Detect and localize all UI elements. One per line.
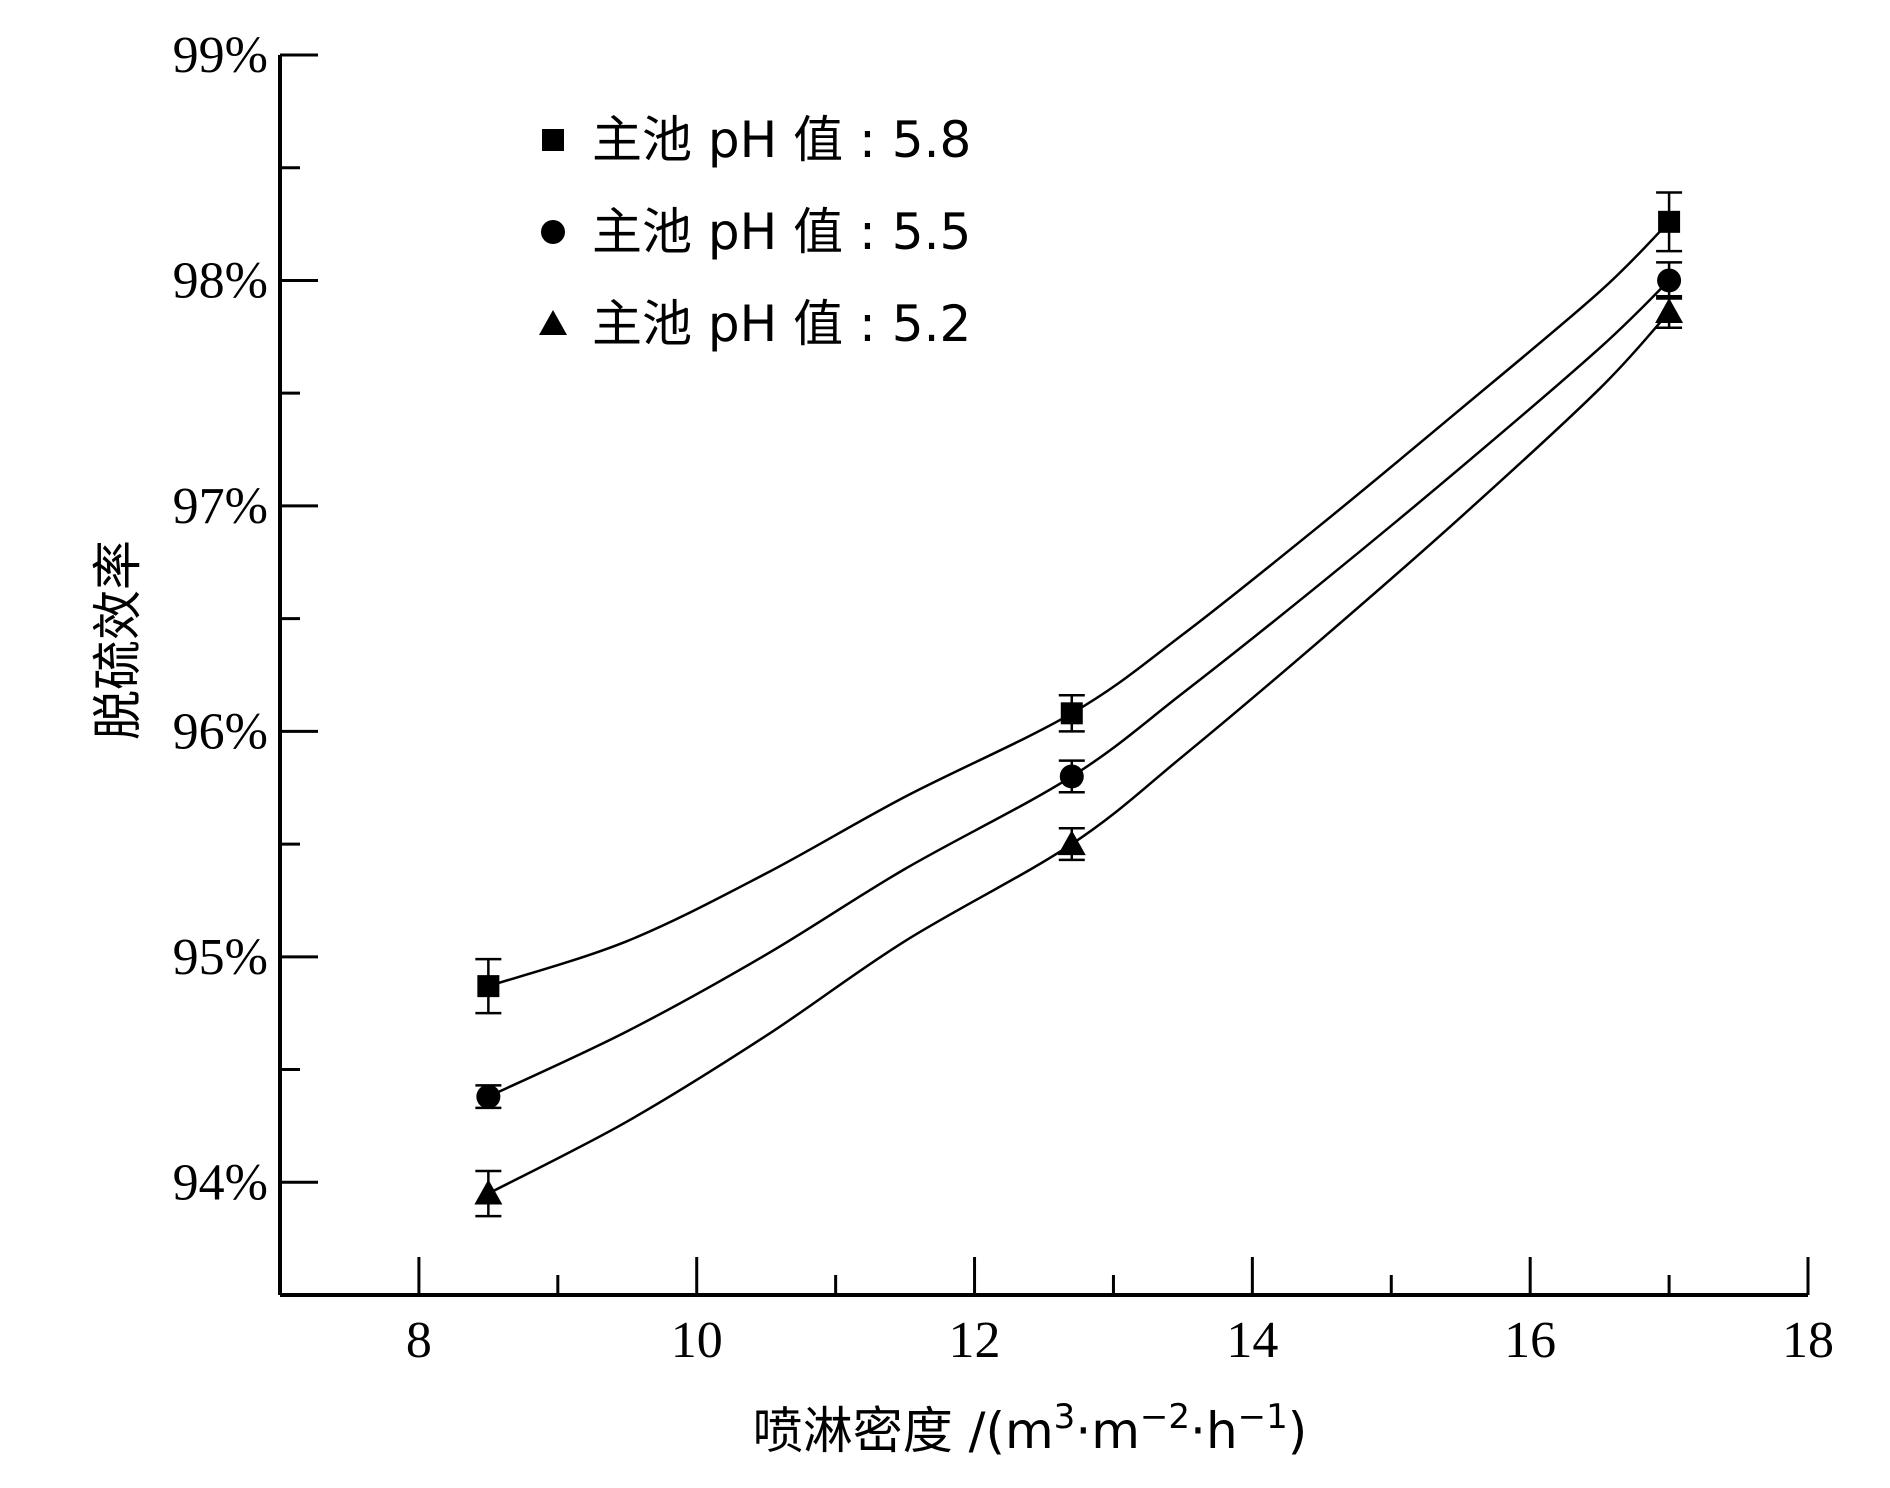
legend-label: 主池 pH 值 : 5.2 [592,295,971,353]
y-tick-label: 97% [173,478,268,535]
data-point-triangle [1655,298,1684,324]
y-tick-label: 96% [173,703,268,760]
x-axis-title-sup1: 3 [1054,1397,1076,1437]
x-tick-label: 16 [1504,1312,1556,1369]
y-tick-label: 99% [173,27,268,84]
y-tick-label: 95% [173,929,268,986]
x-axis-title-main: 喷淋密度 /(m [753,1402,1054,1460]
legend-marker-circle [541,220,565,244]
y-tick-label: 94% [173,1154,268,1211]
data-points [474,191,1684,1218]
x-axis-title: 喷淋密度 /(m3·m−2·h−1) [753,1397,1308,1460]
fit-curve-1 [487,279,1670,1098]
x-tick-label: 12 [949,1312,1001,1369]
legend-label: 主池 pH 值 : 5.5 [592,203,971,261]
fit-curve-2 [487,311,1671,1195]
data-point-triangle [1057,830,1086,856]
y-tick-label: 98% [173,252,268,309]
data-point-circle [1657,268,1682,293]
x-tick-label: 18 [1782,1312,1834,1369]
x-axis-title-sup2: −2 [1140,1397,1190,1437]
axes: 94% 95% 96% 97% 98% 99% 8 10 12 14 16 18 [173,27,1834,1369]
legend-label: 主池 pH 值 : 5.8 [592,111,971,169]
legend-marker-triangle [539,310,567,335]
x-tick-label: 10 [671,1312,723,1369]
legend-marker-square [542,129,564,151]
data-point-square [1658,210,1681,233]
data-point-circle [1059,764,1084,789]
x-tick-label: 8 [406,1312,432,1369]
fit-curve-0 [487,220,1670,988]
data-point-triangle [474,1179,503,1205]
x-tick-label: 14 [1226,1312,1278,1369]
x-axis-title-mid2: ·h [1190,1402,1238,1460]
data-point-square [1060,702,1083,725]
x-axis-title-sup3: −1 [1238,1397,1288,1437]
y-axis-title: 脱硫效率 [89,540,147,740]
x-axis-title-end: ) [1288,1402,1308,1460]
data-point-circle [476,1084,501,1109]
x-axis-title-mid1: ·m [1075,1402,1140,1460]
data-point-square [477,975,500,998]
legend: 主池 pH 值 : 5.8 主池 pH 值 : 5.5 主池 pH 值 : 5.2 [539,111,971,353]
fit-curves [487,220,1671,1195]
